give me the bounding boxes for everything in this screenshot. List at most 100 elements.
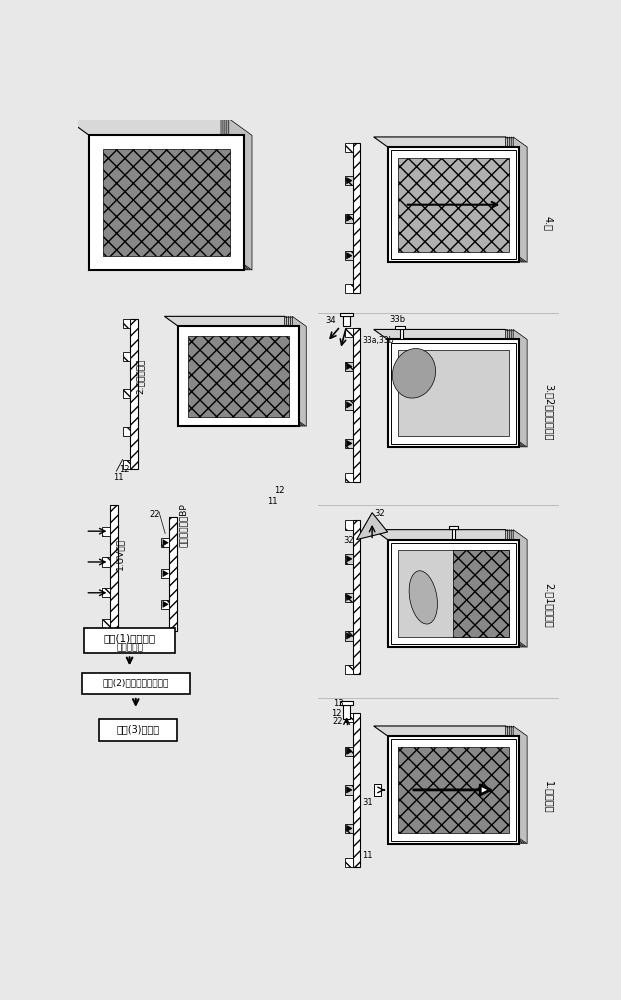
Bar [345, 824, 353, 833]
Bar [399, 550, 509, 637]
Bar [388, 147, 519, 262]
Polygon shape [513, 137, 527, 262]
Text: 12: 12 [119, 465, 130, 474]
Bar [169, 517, 177, 631]
Polygon shape [347, 787, 352, 793]
Text: 例：光刻法: 例：光刻法 [116, 644, 143, 653]
Polygon shape [229, 118, 252, 270]
Text: 32: 32 [374, 509, 385, 518]
Polygon shape [505, 137, 519, 262]
Bar [84, 628, 175, 653]
Bar [388, 540, 519, 647]
Polygon shape [507, 530, 521, 647]
Bar [161, 600, 169, 609]
Bar [345, 439, 353, 448]
Polygon shape [513, 329, 527, 447]
Text: 形成粘接层的BP: 形成粘接层的BP [179, 504, 188, 547]
Text: 4.整: 4.整 [544, 216, 554, 231]
Polygon shape [513, 726, 527, 844]
Polygon shape [374, 530, 519, 540]
Text: 33b: 33b [389, 315, 405, 324]
Polygon shape [165, 316, 299, 326]
Bar [388, 736, 519, 844]
Bar [345, 328, 353, 337]
Polygon shape [223, 118, 246, 270]
Polygon shape [347, 825, 352, 831]
Polygon shape [292, 316, 306, 426]
Text: 13: 13 [333, 699, 343, 708]
Bar [391, 343, 516, 444]
Polygon shape [374, 726, 519, 736]
Ellipse shape [392, 349, 435, 398]
Bar [391, 739, 516, 841]
Polygon shape [347, 748, 352, 754]
Polygon shape [509, 530, 524, 647]
Polygon shape [227, 118, 250, 270]
Bar [353, 328, 361, 482]
Bar [449, 526, 458, 529]
Text: 1.UV照射: 1.UV照射 [116, 538, 125, 570]
Polygon shape [286, 316, 301, 426]
Bar [374, 784, 381, 796]
Polygon shape [284, 316, 299, 426]
Bar [102, 588, 110, 597]
Polygon shape [511, 329, 525, 447]
Text: 11: 11 [267, 497, 277, 506]
Bar [102, 619, 110, 628]
Polygon shape [505, 726, 519, 844]
Bar [81, 673, 190, 694]
Bar [353, 713, 361, 867]
Bar [89, 135, 244, 270]
Polygon shape [163, 570, 168, 577]
Polygon shape [509, 137, 524, 262]
Bar [102, 527, 110, 536]
Bar [345, 143, 353, 152]
Bar [345, 520, 353, 530]
Text: 11: 11 [113, 473, 124, 482]
Ellipse shape [409, 571, 437, 624]
Text: 1.向下滴置: 1.向下滴置 [544, 781, 554, 814]
Bar [345, 858, 353, 867]
Bar [340, 312, 353, 316]
Bar [396, 326, 405, 329]
Polygon shape [507, 329, 521, 447]
Bar [353, 143, 361, 293]
Text: 22: 22 [332, 717, 343, 726]
Polygon shape [163, 601, 168, 607]
Polygon shape [347, 402, 352, 408]
Polygon shape [163, 540, 168, 546]
Polygon shape [347, 556, 352, 562]
Bar [343, 316, 350, 326]
Bar [345, 554, 353, 564]
Polygon shape [347, 633, 352, 639]
Polygon shape [347, 594, 352, 600]
Bar [345, 631, 353, 641]
Text: 11: 11 [362, 852, 373, 860]
Polygon shape [356, 513, 388, 540]
Polygon shape [374, 137, 519, 147]
Bar [345, 400, 353, 410]
Bar [400, 328, 403, 339]
Polygon shape [347, 178, 352, 184]
Text: 工序(1)隔壁形成: 工序(1)隔壁形成 [104, 633, 156, 643]
Bar [388, 339, 519, 447]
Bar [345, 785, 353, 795]
Bar [345, 713, 353, 722]
Polygon shape [505, 329, 519, 447]
Text: 3.刮2：刮去多余置: 3.刮2：刮去多余置 [544, 384, 554, 441]
Bar [345, 284, 353, 293]
Polygon shape [507, 137, 521, 262]
Bar [353, 520, 361, 674]
Text: 22: 22 [150, 510, 160, 519]
Bar [345, 176, 353, 185]
Bar [188, 336, 289, 417]
Polygon shape [511, 726, 525, 844]
Bar [343, 705, 350, 719]
Text: 33a,33b: 33a,33b [362, 336, 394, 345]
Bar [345, 362, 353, 371]
Polygon shape [347, 440, 352, 446]
Bar [340, 701, 353, 705]
Polygon shape [511, 137, 525, 262]
Polygon shape [291, 316, 304, 426]
Polygon shape [509, 329, 524, 447]
